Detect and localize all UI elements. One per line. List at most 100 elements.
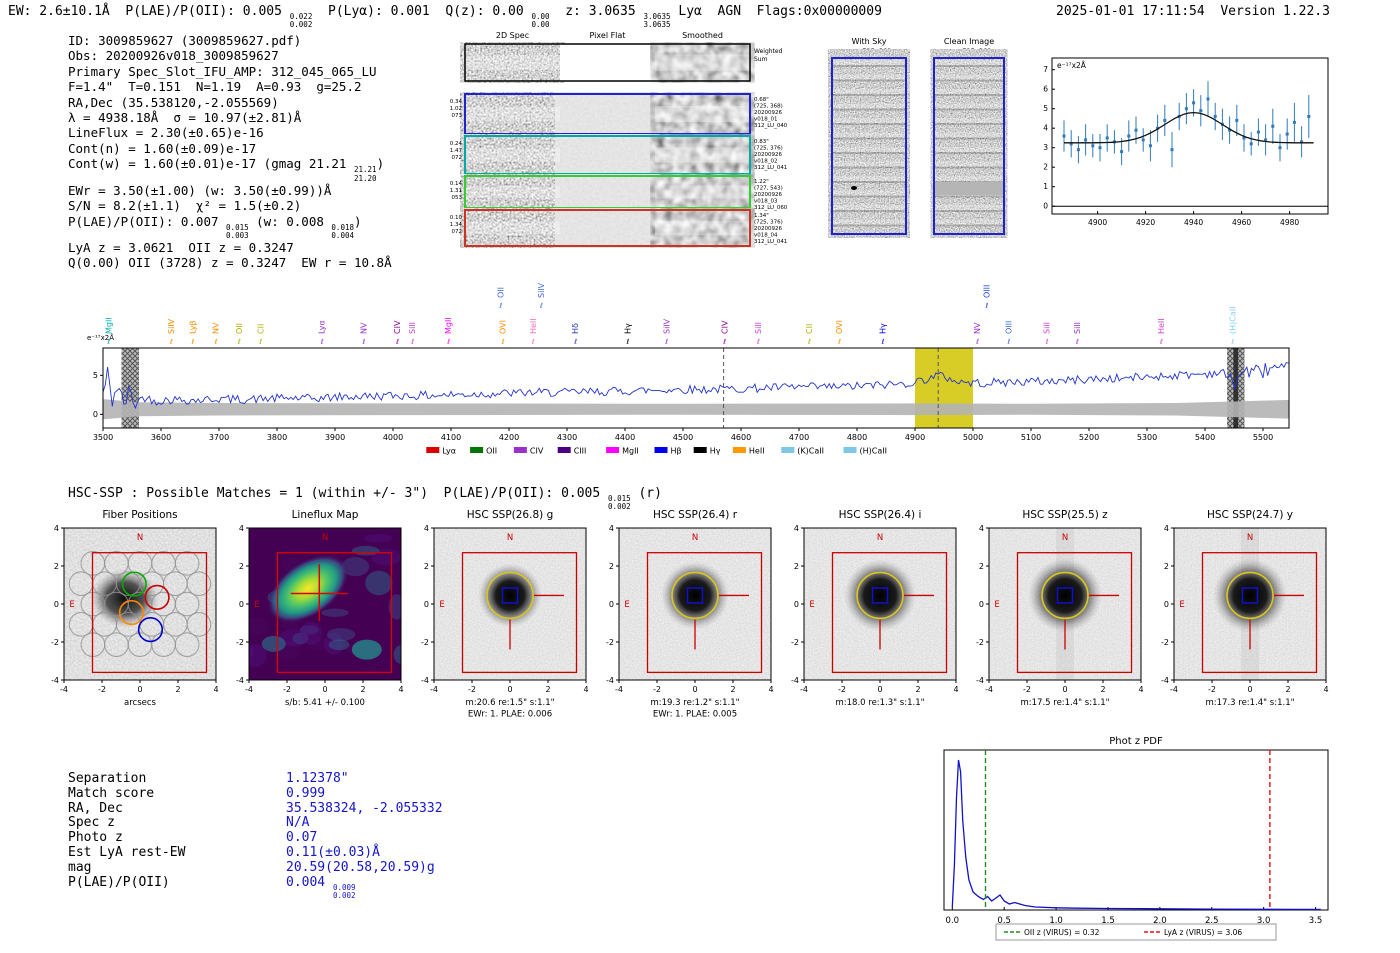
svg-text:s/b: 5.41 +/- 0.100: s/b: 5.41 +/- 0.100 xyxy=(285,698,365,708)
svg-text:0.83": 0.83" xyxy=(754,139,769,145)
svg-text:2: 2 xyxy=(609,562,614,571)
info-line-plae: P(LAE)/P(OII): 0.007 0.015 0.003 (w: 0.00… xyxy=(68,213,362,240)
info-line-sn: S/N = 8.2(±1.1) χ² = 1.5(±0.2) xyxy=(68,198,302,214)
svg-text:1.02: 1.02 xyxy=(450,106,462,112)
svg-text:OII: OII xyxy=(496,287,505,298)
svg-text:2D Spec: 2D Spec xyxy=(496,31,529,40)
svg-text:OII z (VIRUS) = 0.32: OII z (VIRUS) = 0.32 xyxy=(1024,928,1100,937)
svg-text:-4: -4 xyxy=(985,685,993,694)
svg-text:3.0: 3.0 xyxy=(1257,916,1271,926)
svg-text:4: 4 xyxy=(1164,524,1169,533)
svg-text:0.5: 0.5 xyxy=(997,916,1011,926)
svg-text:-4: -4 xyxy=(51,676,59,685)
svg-text:(H)CaII: (H)CaII xyxy=(1228,307,1237,334)
info-line-q: Q(0.00) OII (3728) z = 0.3247 EW r = 10.… xyxy=(68,255,392,271)
svg-text:312_LU_060: 312_LU_060 xyxy=(754,205,788,211)
svg-text:072: 072 xyxy=(452,229,463,235)
svg-text:5200: 5200 xyxy=(1079,433,1099,442)
svg-text:CIII: CIII xyxy=(574,447,587,456)
cutout-hsc-i: HSC SSP(26.4) i -4-4 -2 -2 0 0 2 2 4 4 N Em:18.0 re… xyxy=(791,509,959,708)
svg-text:-2: -2 xyxy=(976,638,984,647)
svg-text:0: 0 xyxy=(137,685,142,694)
match-label: RA, Dec xyxy=(68,800,123,816)
svg-text:0: 0 xyxy=(1247,685,1252,694)
svg-text:ℓ: ℓ xyxy=(362,338,366,346)
svg-text:Lineflux Map: Lineflux Map xyxy=(292,509,359,521)
svg-text:SiIV: SiIV xyxy=(537,282,546,298)
svg-text:-2: -2 xyxy=(1023,685,1031,694)
svg-text:-2: -2 xyxy=(1161,638,1169,647)
svg-text:HSC SSP(24.7) y: HSC SSP(24.7) y xyxy=(1207,509,1293,521)
svg-text:CII: CII xyxy=(805,324,814,334)
svg-text:4: 4 xyxy=(239,524,244,533)
svg-text:312_LU_041: 312_LU_041 xyxy=(754,165,787,171)
svg-text:Hγ: Hγ xyxy=(710,447,721,456)
svg-text:v018_03: v018_03 xyxy=(754,199,778,205)
svg-text:ℓ: ℓ xyxy=(573,338,577,346)
match-label: Match score xyxy=(68,785,155,801)
info-line-obs: Obs: 20200926v018_3009859627 xyxy=(68,48,279,64)
svg-text:2.0: 2.0 xyxy=(1153,916,1167,926)
svg-text:-4: -4 xyxy=(1161,676,1169,685)
svg-text:SiII: SiII xyxy=(754,322,763,334)
svg-text:-4: -4 xyxy=(606,676,614,685)
svg-text:4900: 4900 xyxy=(1088,218,1107,227)
svg-text:SiII: SiII xyxy=(1043,322,1052,334)
svg-text:x, y: 725, 368: x, y: 725, 368 xyxy=(947,47,992,55)
match-label: Separation xyxy=(68,771,147,786)
svg-text:1.34: 1.34 xyxy=(450,222,463,228)
svg-text:4300: 4300 xyxy=(557,433,577,442)
cutout-hsc-z: HSC SSP(25.5) z -4-4 -2 -2 0 0 2 2 4 4 N Em:17.5 re… xyxy=(976,509,1144,708)
svg-text:MgII: MgII xyxy=(104,317,113,334)
svg-text:m:18.0 re:1.3" s:1.1": m:18.0 re:1.3" s:1.1" xyxy=(835,698,924,708)
svg-text:Clean Image: Clean Image xyxy=(944,37,994,46)
svg-text:ℓ: ℓ xyxy=(539,302,543,310)
svg-text:Sum: Sum xyxy=(754,56,768,63)
svg-text:Hδ: Hδ xyxy=(571,323,580,334)
match-row: mag 20.59(20.58,20.59)g xyxy=(68,860,443,876)
svg-text:-4: -4 xyxy=(615,685,623,694)
svg-text:NV: NV xyxy=(973,322,982,334)
hsc-matches-line: HSC-SSP : Possible Matches = 1 (within +… xyxy=(68,486,662,512)
svg-text:0: 0 xyxy=(322,685,327,694)
svg-text:ℓ: ℓ xyxy=(756,338,760,346)
svg-text:E: E xyxy=(69,600,74,610)
svg-text:-2: -2 xyxy=(606,638,614,647)
cutout-hsc-g: HSC SSP(26.8) g -4-4 -2 -2 0 0 2 2 4 4 N Em:20.6 re… xyxy=(421,509,589,720)
svg-text:-2: -2 xyxy=(838,685,846,694)
svg-text:OII: OII xyxy=(235,323,244,334)
svg-text:Hγ: Hγ xyxy=(623,323,632,334)
svg-text:Phot z PDF: Phot z PDF xyxy=(1109,736,1163,747)
svg-text:4980: 4980 xyxy=(1280,218,1299,227)
match-label: Spec z xyxy=(68,815,115,831)
svg-text:N: N xyxy=(507,533,513,543)
svg-text:HSC SSP(26.8) g: HSC SSP(26.8) g xyxy=(467,509,553,521)
svg-text:-4: -4 xyxy=(800,685,808,694)
svg-text:5000: 5000 xyxy=(963,433,983,442)
svg-text:ℓ: ℓ xyxy=(625,338,629,346)
svg-text:-2: -2 xyxy=(236,638,244,647)
svg-text:HeII: HeII xyxy=(749,447,765,456)
svg-text:4000: 4000 xyxy=(383,433,403,442)
match-row: Match score 0.999 xyxy=(68,785,443,802)
svg-text:ℓ: ℓ xyxy=(237,338,241,346)
svg-text:E: E xyxy=(439,600,444,610)
info-line-lineflux: LineFlux = 2.30(±0.65)e-16 xyxy=(68,125,264,141)
svg-text:CII: CII xyxy=(256,324,265,334)
svg-text:x, y: 725, 368: x, y: 725, 368 xyxy=(847,47,892,55)
svg-text:0: 0 xyxy=(507,685,512,694)
svg-text:20200926: 20200926 xyxy=(754,192,782,198)
svg-text:1.22": 1.22" xyxy=(754,179,769,185)
match-table: Separation 1.12378" Match score 0.999 RA, … xyxy=(68,771,443,900)
svg-text:2: 2 xyxy=(1285,685,1290,694)
svg-text:-2: -2 xyxy=(468,685,476,694)
svg-text:N: N xyxy=(877,533,883,543)
svg-text:4200: 4200 xyxy=(499,433,519,442)
svg-text:5: 5 xyxy=(1043,104,1048,113)
svg-text:2: 2 xyxy=(54,562,59,571)
cutout-hsc-y: HSC SSP(24.7) y -4-4 -2 -2 0 0 2 2 4 4 N Em:17.3 re… xyxy=(1161,509,1329,708)
svg-text:Pixel Flat: Pixel Flat xyxy=(590,31,626,40)
svg-text:OIII: OIII xyxy=(1004,321,1013,334)
svg-text:2: 2 xyxy=(1164,562,1169,571)
